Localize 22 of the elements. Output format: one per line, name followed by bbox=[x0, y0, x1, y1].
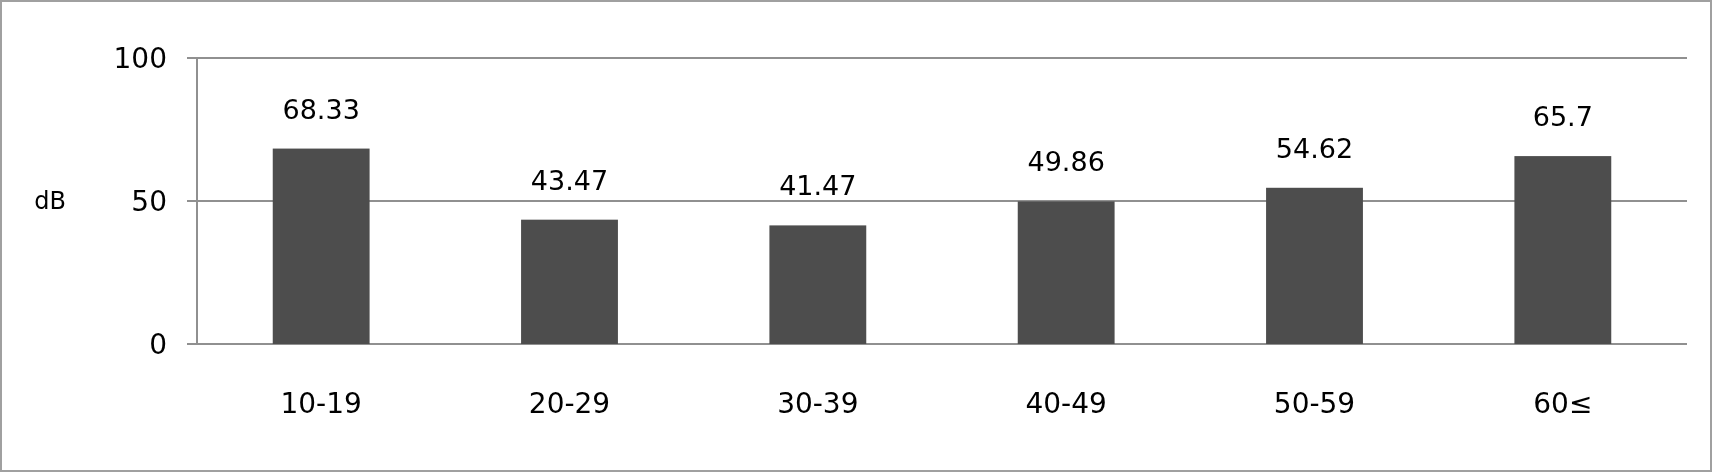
x-tick-label: 50-59 bbox=[1273, 387, 1356, 420]
data-label: 65.7 bbox=[1532, 101, 1593, 133]
data-label: 43.47 bbox=[530, 164, 609, 196]
y-axis-title: dB bbox=[34, 187, 66, 216]
y-tick-label: 50 bbox=[131, 184, 167, 218]
y-tick-label: 100 bbox=[113, 41, 167, 75]
y-tick-label: 0 bbox=[149, 327, 167, 361]
x-tick-label: 40-49 bbox=[1025, 387, 1107, 420]
bar bbox=[521, 219, 618, 344]
x-tick-label: 30-39 bbox=[777, 387, 859, 420]
bar bbox=[1514, 156, 1612, 344]
x-tick-label: 20-29 bbox=[528, 387, 611, 420]
data-label: 41.47 bbox=[779, 170, 857, 202]
bar bbox=[769, 225, 867, 344]
data-label: 68.33 bbox=[282, 93, 360, 125]
x-tick-label: 10-19 bbox=[280, 387, 362, 420]
bar bbox=[272, 148, 370, 344]
data-label: 49.86 bbox=[1027, 146, 1105, 178]
bar bbox=[1266, 187, 1363, 344]
data-label: 54.62 bbox=[1275, 132, 1354, 164]
x-tick-label: 60≤ bbox=[1533, 387, 1593, 420]
bar bbox=[1017, 201, 1115, 344]
